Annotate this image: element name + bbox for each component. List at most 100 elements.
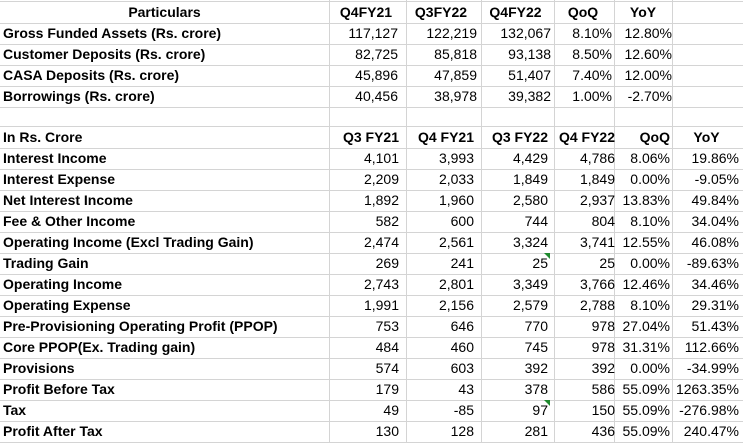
- pl-value-cell[interactable]: 1,991: [363, 297, 399, 313]
- summary-value-cell[interactable]: 38,978: [434, 88, 477, 104]
- pl-value-cell[interactable]: 600: [450, 213, 474, 229]
- pl-row-label[interactable]: Net Interest Income: [3, 192, 133, 208]
- pl-value-cell[interactable]: 586: [591, 381, 615, 397]
- pl-value-cell[interactable]: 378: [524, 381, 548, 397]
- pl-value-cell[interactable]: 19.86%: [691, 150, 739, 166]
- pl-value-cell[interactable]: 0.00%: [630, 171, 670, 187]
- pl-value-cell[interactable]: 745: [524, 339, 548, 355]
- summary-header-label[interactable]: Particulars: [128, 4, 201, 20]
- summary-column-header[interactable]: Q4FY21: [339, 4, 393, 20]
- pl-value-cell[interactable]: 2,580: [512, 192, 548, 208]
- pl-value-cell[interactable]: 770: [524, 318, 548, 334]
- summary-value-cell[interactable]: 47,859: [434, 67, 477, 83]
- pl-value-cell[interactable]: 241: [450, 255, 474, 271]
- pl-value-cell[interactable]: 3,766: [579, 276, 615, 292]
- pl-value-cell[interactable]: 804: [591, 213, 615, 229]
- pl-value-cell[interactable]: 27.04%: [622, 318, 670, 334]
- summary-column-header[interactable]: YoY: [629, 4, 657, 20]
- pl-value-cell[interactable]: 484: [375, 339, 399, 355]
- pl-value-cell[interactable]: 2,156: [438, 297, 474, 313]
- pl-value-cell[interactable]: 8.10%: [630, 297, 670, 313]
- pl-value-cell[interactable]: 269: [375, 255, 399, 271]
- pl-column-header[interactable]: QoQ: [639, 129, 670, 145]
- pl-value-cell[interactable]: 31.31%: [622, 339, 670, 355]
- pl-value-cell[interactable]: -9.05%: [694, 171, 739, 187]
- pl-value-cell[interactable]: -89.63%: [686, 255, 739, 271]
- pl-row-label[interactable]: Interest Income: [3, 150, 107, 166]
- summary-column-header[interactable]: Q4FY22: [489, 4, 542, 20]
- summary-value-cell[interactable]: 7.40%: [572, 67, 612, 83]
- pl-value-cell[interactable]: 1263.35%: [675, 381, 739, 397]
- summary-value-cell[interactable]: 12.60%: [624, 46, 672, 62]
- pl-row-label[interactable]: Operating Expense: [3, 297, 131, 313]
- pl-value-cell[interactable]: 97: [476, 400, 550, 421]
- pl-value-cell[interactable]: 2,579: [512, 297, 548, 313]
- pl-value-cell[interactable]: 13.83%: [622, 192, 670, 208]
- pl-value-cell[interactable]: 55.09%: [622, 402, 670, 418]
- pl-value-cell[interactable]: 646: [450, 318, 474, 334]
- summary-value-cell[interactable]: 82,725: [355, 46, 398, 62]
- summary-row-label[interactable]: Borrowings (Rs. crore): [3, 88, 155, 104]
- pl-value-cell[interactable]: 574: [375, 360, 399, 376]
- pl-row-label[interactable]: Core PPOP(Ex. Trading gain): [3, 339, 196, 355]
- summary-value-cell[interactable]: 1.00%: [572, 88, 612, 104]
- pl-row-label[interactable]: Profit After Tax: [3, 423, 103, 439]
- pl-value-cell[interactable]: 460: [450, 339, 474, 355]
- pl-value-cell[interactable]: 112.66%: [684, 339, 739, 355]
- summary-column-header[interactable]: Q3FY22: [414, 4, 468, 20]
- summary-value-cell[interactable]: 8.10%: [572, 25, 612, 41]
- pl-value-cell[interactable]: 4,101: [363, 150, 399, 166]
- pl-value-cell[interactable]: 1,892: [363, 192, 399, 208]
- pl-row-label[interactable]: Interest Expense: [3, 171, 116, 187]
- pl-row-label[interactable]: Fee & Other Income: [3, 213, 136, 229]
- pl-value-cell[interactable]: 392: [591, 360, 615, 376]
- pl-value-cell[interactable]: -34.99%: [686, 360, 739, 376]
- summary-value-cell[interactable]: 122,219: [426, 25, 477, 41]
- pl-value-cell[interactable]: 978: [591, 339, 615, 355]
- pl-value-cell[interactable]: 25: [476, 253, 550, 274]
- pl-value-cell[interactable]: 34.04%: [691, 213, 739, 229]
- pl-value-cell[interactable]: 128: [450, 423, 474, 439]
- pl-value-cell[interactable]: 2,209: [363, 171, 399, 187]
- pl-column-header[interactable]: Q3 FY22: [491, 129, 548, 145]
- pl-value-cell[interactable]: 753: [375, 318, 399, 334]
- summary-value-cell[interactable]: 12.80%: [624, 25, 672, 41]
- summary-value-cell[interactable]: 117,127: [348, 25, 398, 41]
- pl-value-cell[interactable]: 25: [599, 255, 615, 271]
- pl-value-cell[interactable]: 436: [591, 423, 615, 439]
- pl-value-cell[interactable]: -276.98%: [679, 402, 739, 418]
- summary-column-header[interactable]: QoQ: [567, 4, 599, 20]
- pl-row-label[interactable]: Operating Income: [3, 276, 123, 292]
- pl-column-header[interactable]: YoY: [693, 129, 720, 145]
- pl-value-cell[interactable]: 582: [375, 213, 399, 229]
- pl-value-cell[interactable]: 130: [375, 423, 399, 439]
- pl-value-cell[interactable]: 1,849: [579, 171, 615, 187]
- summary-row-label[interactable]: CASA Deposits (Rs. crore): [3, 67, 180, 83]
- pl-value-cell[interactable]: 240.47%: [683, 423, 739, 439]
- pl-value-cell[interactable]: 3,993: [438, 150, 474, 166]
- pl-value-cell[interactable]: 4,429: [512, 150, 548, 166]
- pl-value-cell[interactable]: 55.09%: [622, 381, 670, 397]
- pl-value-cell[interactable]: 3,741: [579, 234, 615, 250]
- summary-value-cell[interactable]: 45,896: [355, 67, 398, 83]
- pl-value-cell[interactable]: 1,849: [512, 171, 548, 187]
- pl-value-cell[interactable]: 12.46%: [622, 276, 670, 292]
- pl-value-cell[interactable]: 0.00%: [630, 255, 670, 271]
- summary-value-cell[interactable]: 85,818: [434, 46, 477, 62]
- summary-value-cell[interactable]: 8.50%: [572, 46, 612, 62]
- pl-value-cell[interactable]: 2,937: [579, 192, 615, 208]
- pl-row-label[interactable]: Tax: [3, 402, 27, 418]
- pl-value-cell[interactable]: 281: [524, 423, 548, 439]
- pl-value-cell[interactable]: 49.84%: [691, 192, 739, 208]
- pl-value-cell[interactable]: 51.43%: [691, 318, 739, 334]
- pl-value-cell[interactable]: 744: [524, 213, 548, 229]
- pl-row-label[interactable]: Profit Before Tax: [3, 381, 115, 397]
- summary-value-cell[interactable]: 93,138: [508, 46, 551, 62]
- pl-column-header[interactable]: Q4 FY21: [417, 129, 474, 145]
- summary-value-cell[interactable]: 51,407: [508, 67, 551, 83]
- pl-value-cell[interactable]: 2,474: [363, 234, 399, 250]
- pl-value-cell[interactable]: 12.55%: [622, 234, 670, 250]
- pl-row-label[interactable]: Pre-Provisioning Operating Profit (PPOP): [3, 318, 278, 334]
- summary-value-cell[interactable]: 132,067: [500, 25, 551, 41]
- pl-value-cell[interactable]: 3,349: [512, 276, 548, 292]
